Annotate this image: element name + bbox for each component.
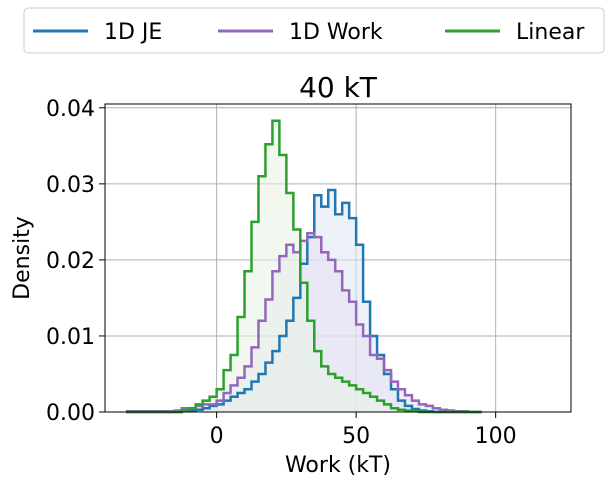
- legend-label-linear: Linear: [516, 20, 585, 45]
- plot-frame: [104, 103, 572, 413]
- chart-title: 40 kT: [299, 71, 378, 104]
- ticks: 0 50 100 0.00 0.01 0.02 0.03 0.04: [46, 97, 517, 449]
- y-axis-label: Density: [10, 216, 35, 300]
- x-axis-label: Work (kT): [285, 453, 391, 478]
- step-line-linear: [125, 119, 482, 414]
- legend-label-1d-work: 1D Work: [289, 20, 383, 45]
- y-tick-label: 0.01: [46, 325, 95, 350]
- step-line-1d-je: [125, 188, 482, 414]
- legend-frame: [23, 7, 605, 54]
- legend-label-1d-je: 1D JE: [104, 20, 162, 45]
- x-tick-label: 50: [342, 424, 370, 449]
- y-tick-label: 0.03: [46, 173, 95, 198]
- legend: 1D JE 1D Work Linear: [23, 7, 605, 54]
- y-tick-label: 0.04: [46, 97, 95, 122]
- x-tick-label: 100: [475, 424, 517, 449]
- x-tick-label: 0: [210, 424, 224, 449]
- y-tick-label: 0.02: [46, 249, 95, 274]
- series-layer: [125, 119, 482, 414]
- y-tick-label: 0.00: [46, 401, 95, 426]
- fill-linear: [125, 120, 482, 412]
